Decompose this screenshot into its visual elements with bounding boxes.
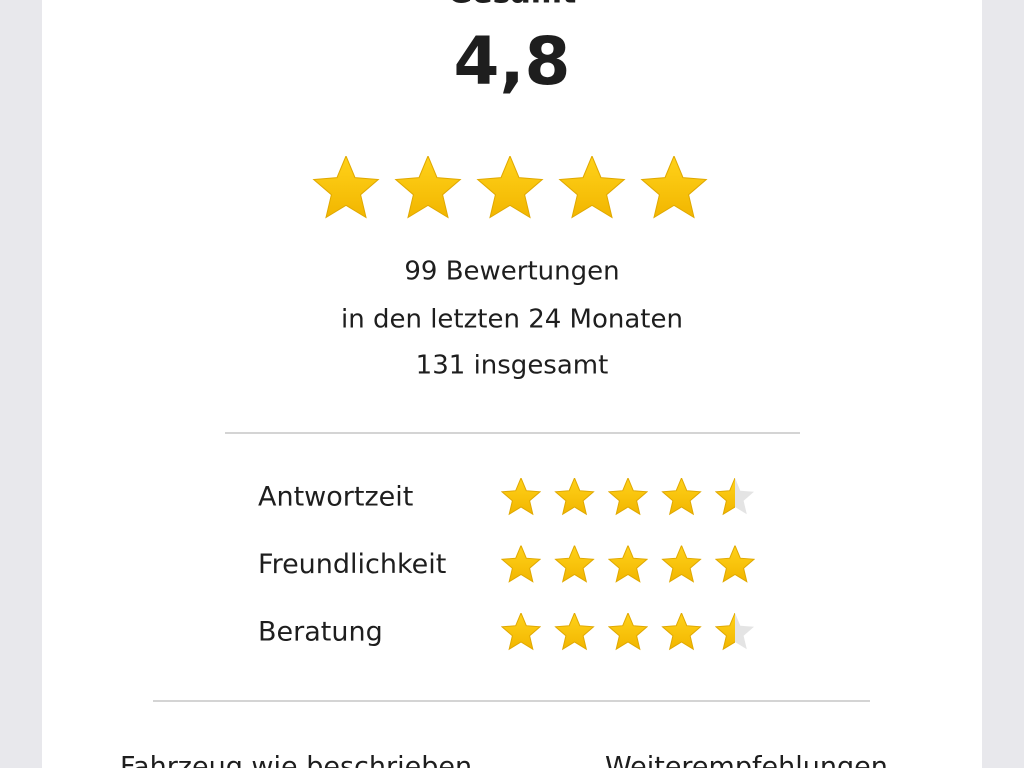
criterion-label: Antwortzeit bbox=[258, 482, 413, 513]
star bbox=[661, 478, 702, 516]
star bbox=[715, 545, 755, 583]
criterion-label: Freundlichkeit bbox=[258, 549, 446, 580]
star bbox=[554, 545, 595, 583]
star bbox=[394, 156, 462, 219]
star bbox=[715, 478, 754, 516]
criterion-stars bbox=[501, 613, 754, 651]
star bbox=[661, 545, 702, 583]
star bbox=[608, 545, 648, 583]
star bbox=[558, 156, 626, 219]
star bbox=[608, 478, 648, 516]
star bbox=[640, 156, 708, 219]
star bbox=[554, 613, 595, 651]
criterion-label: Beratung bbox=[258, 617, 383, 648]
summary-line: 131 insgesamt bbox=[416, 351, 609, 381]
star bbox=[715, 613, 754, 651]
summary-line: in den letzten 24 Monaten bbox=[341, 305, 683, 335]
footer-column: Fahrzeug wie beschrieben bbox=[120, 752, 472, 768]
star bbox=[661, 613, 702, 651]
overall-score: 4,8 bbox=[454, 23, 571, 100]
criterion-stars bbox=[501, 545, 755, 583]
overall-stars bbox=[312, 156, 708, 219]
star bbox=[501, 545, 541, 583]
title: Gesamt bbox=[448, 0, 577, 11]
summary-line: 99 Bewertungen bbox=[404, 257, 619, 287]
footer-column: Weiterempfehlungen bbox=[605, 752, 888, 768]
star bbox=[501, 478, 541, 516]
star bbox=[312, 156, 380, 219]
criterion-stars bbox=[501, 478, 754, 516]
star bbox=[608, 613, 648, 651]
star bbox=[501, 613, 541, 651]
star bbox=[554, 478, 595, 516]
star bbox=[476, 156, 544, 219]
